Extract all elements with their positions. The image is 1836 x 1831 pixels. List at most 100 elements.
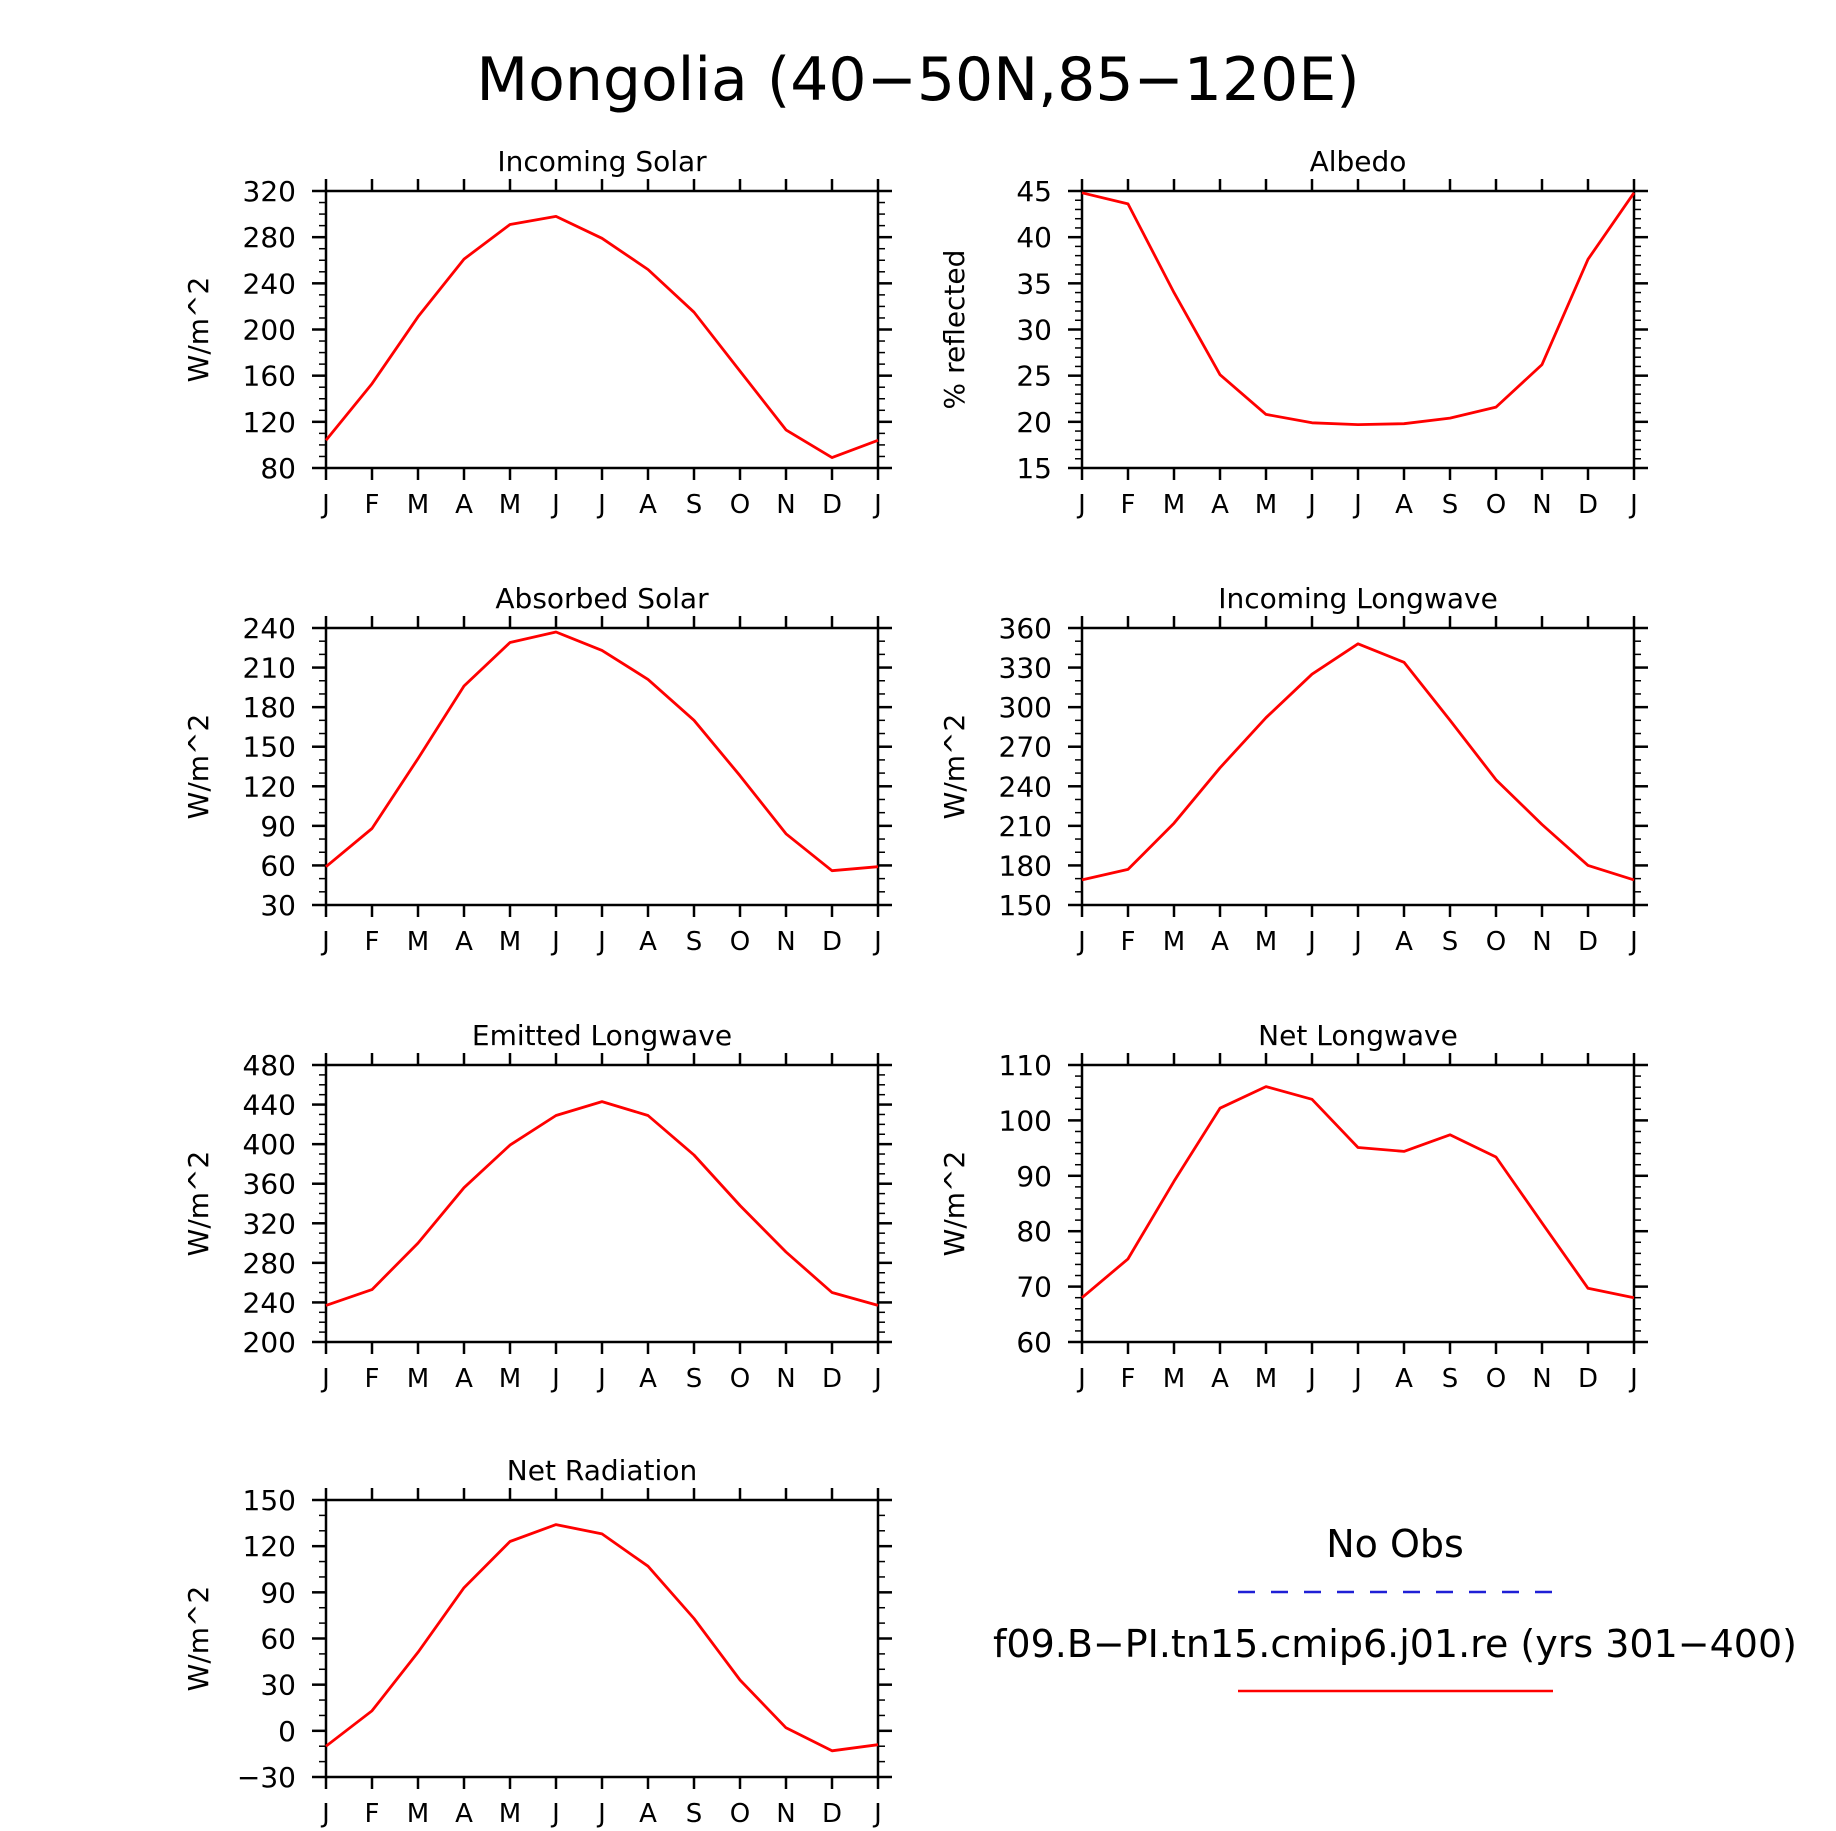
plot-frame xyxy=(324,626,880,907)
y-tick-label: 330 xyxy=(999,652,1052,685)
x-tick-label: J xyxy=(550,1364,560,1394)
y-tick-label: 30 xyxy=(260,1669,296,1702)
y-tick-label: 300 xyxy=(999,691,1052,724)
y-tick-label: 240 xyxy=(243,1286,296,1319)
plot-frame xyxy=(1080,189,1636,470)
y-tick-label: 480 xyxy=(243,1049,296,1082)
y-tick-label: 0 xyxy=(278,1715,296,1748)
y-tick-label: 120 xyxy=(243,406,296,439)
y-tick-label: 160 xyxy=(243,360,296,393)
legend-label-obs: No Obs xyxy=(1326,1522,1464,1566)
y-tick-label: 120 xyxy=(243,770,296,803)
y-tick-label: 240 xyxy=(243,267,296,300)
x-tick-label: O xyxy=(1486,1364,1506,1394)
x-tick-label: D xyxy=(1578,1364,1598,1394)
x-tick-label: A xyxy=(455,490,473,520)
y-tick-label: 80 xyxy=(1016,1215,1052,1248)
plot-frame xyxy=(324,1063,880,1344)
x-tick-label: F xyxy=(365,1364,380,1394)
x-tick-label: A xyxy=(1395,490,1413,520)
x-tick-label: S xyxy=(686,927,703,957)
y-tick-label: 270 xyxy=(999,731,1052,764)
x-tick-label: J xyxy=(550,1799,560,1829)
x-tick-label: J xyxy=(1076,490,1086,520)
y-tick-label: 20 xyxy=(1016,406,1052,439)
x-tick-label: A xyxy=(1211,927,1229,957)
y-tick-label: 110 xyxy=(999,1049,1052,1082)
x-tick-label: F xyxy=(1121,927,1136,957)
x-tick-label: F xyxy=(1121,490,1136,520)
y-tick-label: 30 xyxy=(260,889,296,922)
x-tick-label: S xyxy=(1442,927,1459,957)
x-tick-label: M xyxy=(1163,1364,1185,1394)
y-axis-label: W/m^2 xyxy=(182,277,215,383)
x-tick-label: M xyxy=(1163,490,1185,520)
y-tick-label: 60 xyxy=(1016,1326,1052,1359)
y-tick-label: 180 xyxy=(243,691,296,724)
x-tick-label: D xyxy=(1578,490,1598,520)
x-tick-label: S xyxy=(686,490,703,520)
x-tick-label: M xyxy=(407,1364,429,1394)
series-line-0 xyxy=(1081,191,1636,427)
x-tick-label: N xyxy=(776,1799,795,1829)
x-tick-label: J xyxy=(1352,490,1362,520)
panel-2: J F M A M J J A S O N D J306090120150180210240Absorb… xyxy=(182,582,892,957)
x-tick-label: F xyxy=(1121,1364,1136,1394)
x-tick-label: J xyxy=(1076,1364,1086,1394)
x-tick-label: M xyxy=(407,1799,429,1829)
y-tick-label: 200 xyxy=(243,1326,296,1359)
y-tick-label: 200 xyxy=(243,314,296,347)
panel-title: Absorbed Solar xyxy=(495,582,709,615)
y-tick-label: 25 xyxy=(1016,360,1052,393)
x-tick-label: M xyxy=(1255,927,1277,957)
panel-title: Incoming Solar xyxy=(497,145,707,178)
series-line-0 xyxy=(325,1100,879,1307)
series-line-0 xyxy=(325,1523,879,1753)
x-tick-label: N xyxy=(1532,927,1551,957)
y-tick-label: 400 xyxy=(243,1128,296,1161)
y-tick-label: 180 xyxy=(999,849,1052,882)
y-tick-label: 210 xyxy=(999,810,1052,843)
y-tick-label: 70 xyxy=(1016,1271,1052,1304)
y-tick-label: 80 xyxy=(260,452,296,485)
x-tick-label: O xyxy=(730,1364,750,1394)
x-tick-label: M xyxy=(1255,1364,1277,1394)
x-tick-label: A xyxy=(639,1364,657,1394)
x-tick-label: M xyxy=(499,927,521,957)
x-tick-label: F xyxy=(365,490,380,520)
x-tick-label: A xyxy=(639,490,657,520)
x-tick-label: S xyxy=(1442,1364,1459,1394)
x-tick-label: J xyxy=(1352,927,1362,957)
y-axis-label: W/m^2 xyxy=(182,1586,215,1692)
panel-0: J F M A M J J A S O N D J80120160200240280320Incomin… xyxy=(182,145,892,520)
y-tick-label: 320 xyxy=(243,1207,296,1240)
figure-title: Mongolia (40−50N,85−120E) xyxy=(476,45,1359,115)
y-tick-label: 210 xyxy=(243,652,296,685)
x-tick-label: A xyxy=(639,1799,657,1829)
x-tick-label: J xyxy=(1628,490,1638,520)
x-tick-label: O xyxy=(1486,927,1506,957)
y-tick-label: 150 xyxy=(999,889,1052,922)
y-tick-label: 120 xyxy=(243,1530,296,1563)
x-tick-label: J xyxy=(1306,927,1316,957)
plot-frame xyxy=(324,1498,880,1779)
x-tick-label: J xyxy=(320,1364,330,1394)
legend: No Obs f09.B−PI.tn15.cmip6.j01.re (yrs 3… xyxy=(993,1522,1797,1693)
x-tick-label: A xyxy=(455,1799,473,1829)
x-tick-label: J xyxy=(596,927,606,957)
x-tick-label: J xyxy=(1352,1364,1362,1394)
y-tick-label: 40 xyxy=(1016,221,1052,254)
x-tick-label: N xyxy=(1532,490,1551,520)
x-tick-label: J xyxy=(320,1799,330,1829)
x-tick-label: D xyxy=(1578,927,1598,957)
x-tick-label: A xyxy=(1395,1364,1413,1394)
y-tick-label: 280 xyxy=(243,221,296,254)
x-tick-label: J xyxy=(550,490,560,520)
panel-4: J F M A M J J A S O N D J200240280320360400440480Emi… xyxy=(182,1019,892,1394)
x-tick-label: J xyxy=(320,490,330,520)
x-tick-label: J xyxy=(872,1799,882,1829)
y-tick-label: 150 xyxy=(243,1484,296,1517)
panel-title: Net Longwave xyxy=(1258,1019,1458,1052)
